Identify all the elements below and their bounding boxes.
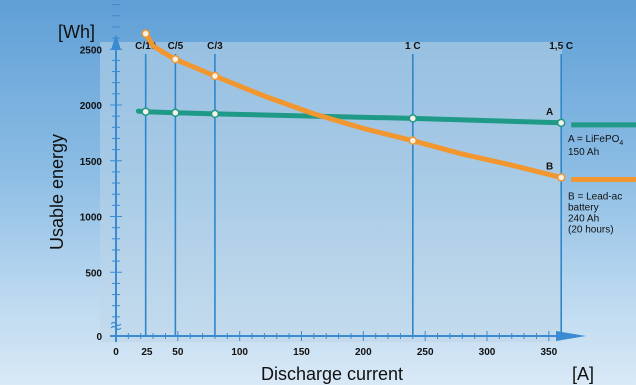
data-point <box>409 137 416 144</box>
x-tick-label: 350 <box>541 347 558 358</box>
reference-line-label: 1,5 C <box>549 41 573 52</box>
x-tick-label: 200 <box>355 347 372 358</box>
x-axis-arrow <box>556 331 586 341</box>
legend-b-line-4: (20 hours) <box>568 224 614 235</box>
y-unit-label: [Wh] <box>58 22 95 42</box>
y-axis-title: Usable energy <box>47 134 67 250</box>
data-point <box>558 174 565 181</box>
y-tick-label: 500 <box>85 268 102 279</box>
legend-b-line-2: battery <box>568 202 599 213</box>
x-tick-label: 150 <box>293 347 310 358</box>
data-point <box>409 115 416 122</box>
series-marker-label: A <box>546 107 553 118</box>
data-point <box>558 119 565 126</box>
x-tick-label: 50 <box>172 347 184 358</box>
x-unit-label: [A] <box>572 364 594 384</box>
y-tick-label: 2500 <box>80 45 103 56</box>
reference-line-label: C/3 <box>207 41 223 52</box>
series-marker-label: B <box>546 161 553 172</box>
legend-b-line-3: 240 Ah <box>568 213 599 224</box>
x-tick-label: 300 <box>479 347 496 358</box>
reference-line-label: C/5 <box>168 41 184 52</box>
data-point <box>172 56 179 63</box>
data-point <box>142 108 149 115</box>
legend-a-line-2: 150 Ah <box>568 147 599 158</box>
y-tick-label: 1000 <box>80 213 103 224</box>
legend-a-line-1: A = LiFePO4 <box>568 134 623 147</box>
y-tick-label: 2000 <box>80 101 103 112</box>
x-tick-label: 25 <box>141 347 153 358</box>
data-point <box>211 73 218 80</box>
data-point <box>172 109 179 116</box>
x-tick-label: 0 <box>113 347 119 358</box>
legend-b-line-1: B = Lead-ac <box>568 191 622 202</box>
plot-area <box>100 42 562 342</box>
x-tick-label: 250 <box>417 347 434 358</box>
reference-line-label: 1 C <box>405 41 421 52</box>
y-tick-label: 3000 <box>80 0 103 1</box>
data-point <box>142 30 149 37</box>
x-tick-label: 100 <box>231 347 248 358</box>
data-point <box>211 110 218 117</box>
x-axis-title: Discharge current <box>261 364 403 384</box>
y-tick-label: 1500 <box>80 157 103 168</box>
y-tick-label: 0 <box>96 332 102 343</box>
